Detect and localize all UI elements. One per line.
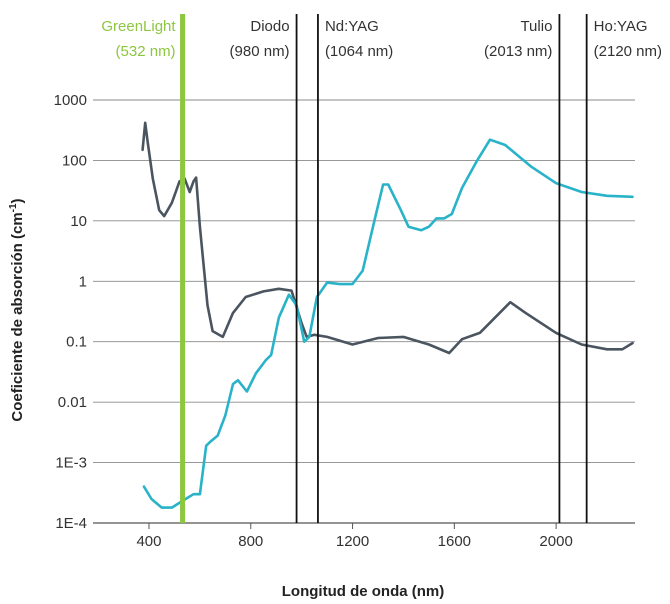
y-tick-label: 1000 — [54, 92, 87, 109]
laser-wavelength-ho-yag: (2120 nm) — [594, 43, 662, 60]
y-tick-label: 1E-3 — [55, 455, 87, 472]
x-tick-label: 2000 — [539, 533, 572, 550]
y-axis-title-superscript: -1 — [8, 203, 19, 212]
laser-wavelength-greenlight: (532 nm) — [116, 43, 176, 60]
y-tick-label: 1E-4 — [55, 515, 87, 532]
x-tick-label: 800 — [238, 533, 263, 550]
laser-wavelength-tulio: (2013 nm) — [484, 43, 552, 60]
laser-name-tulio: Tulio — [520, 18, 552, 35]
y-tick-label: 10 — [70, 213, 87, 230]
laser-name-diodo: Diodo — [250, 18, 289, 35]
x-axis-title: Longitud de onda (nm) — [282, 583, 444, 600]
y-tick-label: 1 — [79, 273, 87, 290]
y-tick-label: 100 — [62, 152, 87, 169]
laser-markers: GreenLight (532 nm) Diodo (980 nm) Nd:YAG (10… — [101, 14, 662, 523]
series-lines — [141, 121, 634, 509]
series-line-1 — [141, 121, 634, 355]
grid-lines — [93, 99, 635, 524]
laser-wavelength-nd-yag: (1064 nm) — [325, 43, 393, 60]
x-tick-label: 400 — [136, 533, 161, 550]
y-axis-title-main: Coeficiente de absorción (cm — [9, 212, 26, 421]
series-line-2 — [142, 138, 634, 509]
laser-name-nd-yag: Nd:YAG — [325, 18, 379, 35]
y-tick-label: 0.1 — [66, 334, 87, 351]
x-tick-label: 1600 — [438, 533, 471, 550]
y-axis-title: Coeficiente de absorción (cm-1) — [8, 198, 26, 421]
y-tick-label: 0.01 — [58, 394, 87, 411]
laser-wavelength-diodo: (980 nm) — [230, 43, 290, 60]
laser-name-greenlight: GreenLight — [101, 18, 176, 35]
laser-name-ho-yag: Ho:YAG — [594, 18, 648, 35]
axis-ticks: 1000 100 10 1 0.1 0.01 1E-3 1E-4 400 800 1200 1600 2… — [54, 92, 573, 550]
x-tick-label: 1200 — [336, 533, 369, 550]
y-axis-title-close: ) — [9, 198, 26, 203]
